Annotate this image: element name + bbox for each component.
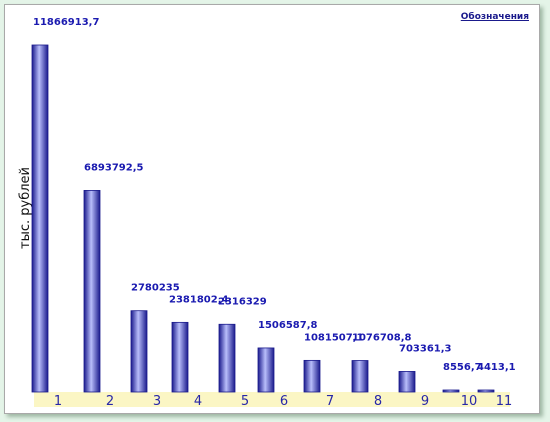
x-tick-6: 6 (280, 394, 288, 409)
data-label-3: 2780235 (131, 283, 180, 294)
data-label-8: 1076708,8 (352, 333, 412, 344)
bars-group (31, 44, 495, 393)
legend-link[interactable]: Обозначения (460, 12, 529, 22)
x-tick-3: 3 (153, 394, 161, 409)
data-label-9: 703361,3 (399, 343, 452, 354)
data-label-11: 4413,1 (477, 362, 516, 373)
bar-10 (442, 389, 460, 393)
x-tick-2: 2 (106, 394, 114, 409)
data-labels-group: 11866913,7 6893792,5 27802352381802,423163… (33, 17, 516, 373)
data-label-1: 11866913,7 (33, 17, 99, 28)
bar-7 (303, 359, 321, 393)
bar-6 (257, 347, 275, 393)
x-tick-7: 7 (326, 394, 334, 409)
bar-5 (218, 323, 236, 393)
data-label-2: 6893792,5 (84, 162, 144, 173)
x-tick-1: 1 (54, 394, 62, 409)
x-tick-8: 8 (374, 394, 382, 409)
bar-11 (477, 389, 495, 393)
data-label-6: 1506587,8 (258, 320, 318, 331)
data-label-4: 2381802,4 (169, 294, 229, 305)
x-axis-band (34, 392, 510, 407)
y-axis-label: тыс. рублей (18, 167, 33, 249)
bar-8 (351, 360, 369, 393)
bar-9 (398, 371, 416, 393)
x-tick-11: 11 (496, 394, 513, 409)
bar-4 (171, 321, 189, 393)
data-label-5: 2316329 (218, 296, 267, 307)
bar-1 (31, 44, 49, 393)
x-tick-5: 5 (241, 394, 249, 409)
bar-3 (130, 310, 148, 393)
x-ticks-group: 1 2 3 4 5 6 7 8 9 10 11 (54, 394, 512, 409)
x-tick-9: 9 (421, 394, 429, 409)
x-tick-4: 4 (194, 394, 202, 409)
x-tick-10: 10 (461, 394, 478, 409)
bar-2 (83, 190, 101, 393)
data-label-10: 8556,7 (443, 362, 482, 373)
data-label-7: 1081507,1 (304, 332, 364, 343)
